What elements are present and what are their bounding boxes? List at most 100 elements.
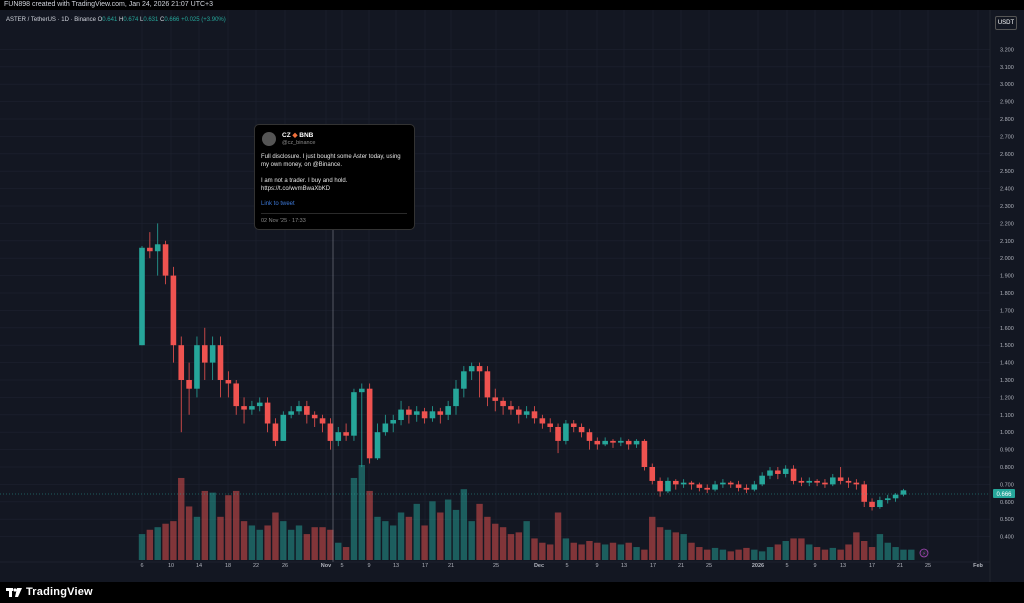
- volume-bar: [649, 516, 656, 560]
- volume-bar: [523, 521, 530, 560]
- volume-bar: [170, 521, 177, 560]
- volume-bar: [758, 551, 766, 560]
- candle-body: [892, 494, 899, 499]
- volume-bar: [704, 549, 711, 560]
- price-tick-label: 0.400: [1000, 535, 1014, 541]
- candle-body: [539, 418, 546, 424]
- candle-body: [225, 380, 232, 384]
- candle-body: [853, 482, 860, 485]
- open-value: 0.641: [102, 17, 118, 23]
- chart-grid: [0, 10, 990, 562]
- volume-bar: [468, 521, 475, 560]
- last-price-tag: [993, 489, 1015, 498]
- volume-bar: [248, 525, 256, 560]
- candle-body: [154, 244, 161, 252]
- candle-body: [492, 397, 499, 401]
- volume-bar: [868, 547, 876, 560]
- candle-body: [665, 480, 671, 492]
- volume-bar: [444, 499, 452, 560]
- time-tick-label: 9: [595, 563, 598, 569]
- volume-bar: [437, 512, 444, 560]
- high-label: H: [118, 17, 124, 23]
- volume-bar: [743, 547, 750, 560]
- candle-body: [649, 467, 656, 481]
- candle-body: [782, 468, 789, 474]
- time-tick-label: 26: [282, 563, 288, 569]
- time-tick-label: 25: [925, 563, 931, 569]
- tweet-divider: [261, 213, 407, 214]
- time-tick-label: 14: [196, 563, 202, 569]
- price-tick-label: 1.200: [1000, 395, 1014, 401]
- candle-body: [563, 423, 569, 441]
- candle-body: [366, 388, 373, 459]
- volume-bar: [547, 544, 554, 560]
- volume-bar: [813, 547, 821, 560]
- candle-body: [202, 345, 208, 363]
- tweet-date: 02 Nov '25 · 17:33: [261, 218, 306, 224]
- volume-bar: [507, 534, 515, 560]
- time-tick-label: 17: [869, 563, 875, 569]
- volume-bar: [861, 541, 868, 560]
- currency-button[interactable]: USDT: [995, 16, 1017, 30]
- candle-body: [688, 482, 695, 485]
- candle-body: [822, 482, 828, 485]
- time-tick-label: Feb: [973, 563, 983, 569]
- candle-body: [751, 484, 758, 490]
- volume-bar: [413, 503, 420, 560]
- symbol-name: ASTER / TetherUS · 1D · Binance: [6, 17, 96, 23]
- tweet-author: CZ ◆ BNB: [282, 131, 313, 139]
- candle-body: [476, 366, 483, 372]
- volume-bar: [405, 516, 413, 560]
- attribution-bar: FUN898 created with TradingView.com, Jan…: [0, 0, 1024, 10]
- candle-body: [845, 480, 852, 483]
- candle-body: [437, 411, 444, 415]
- low-value: 0.631: [143, 17, 159, 23]
- change-value: +0.025 (+3.90%): [181, 17, 226, 23]
- volume-bar: [633, 547, 640, 560]
- tweet-link[interactable]: Link to tweet: [261, 201, 295, 207]
- volume-bar: [484, 516, 491, 560]
- candle-body: [413, 411, 420, 415]
- volume-bar: [876, 534, 884, 560]
- candle-body: [602, 440, 608, 445]
- volume-bar: [617, 544, 625, 560]
- candle-body: [594, 440, 601, 445]
- price-tick-label: 2.300: [1000, 204, 1014, 210]
- candle-body: [209, 345, 216, 363]
- tradingview-logo-icon: [6, 587, 22, 597]
- price-chart[interactable]: 0.400 0.500 0.600 0.700 0.800 0.900 1.000 1.100…: [0, 10, 1024, 582]
- bnb-diamond-icon: ◆: [292, 132, 298, 139]
- volume-bar: [335, 542, 342, 560]
- time-tick-label: 9: [367, 563, 370, 569]
- candle-body: [767, 470, 773, 476]
- volume-bar: [264, 525, 271, 560]
- time-tick-label: 17: [422, 563, 428, 569]
- volume-bar: [397, 512, 405, 560]
- candle-body: [704, 487, 710, 490]
- last-price-label: 0.666: [996, 492, 1012, 498]
- volume-bar: [586, 541, 593, 560]
- tradingview-logo[interactable]: TradingView: [6, 586, 93, 598]
- candle-body: [869, 501, 875, 508]
- volume-bar: [303, 534, 311, 560]
- candle-body: [618, 440, 624, 443]
- volume-bar: [146, 529, 154, 560]
- attribution-text: FUN898 created with TradingView.com, Jan…: [4, 1, 214, 8]
- volume-bar: [641, 549, 648, 560]
- time-tick-label: 6: [140, 563, 143, 569]
- price-tick-label: 2.800: [1000, 117, 1014, 123]
- candle-body: [720, 482, 726, 485]
- volume-bar: [782, 541, 789, 560]
- candle-body: [162, 244, 169, 276]
- candle-body: [884, 498, 891, 501]
- time-tick-label: 21: [448, 563, 454, 569]
- volume-bar: [798, 538, 805, 560]
- volume-bar: [366, 490, 373, 560]
- volume-bars: [138, 465, 915, 560]
- time-tick-label: 17: [650, 563, 656, 569]
- volume-bar: [240, 521, 248, 560]
- news-event-icon: [919, 548, 929, 558]
- price-tick-label: 0.500: [1000, 517, 1014, 523]
- candle-body: [877, 500, 883, 508]
- price-tick-label: 1.300: [1000, 378, 1014, 384]
